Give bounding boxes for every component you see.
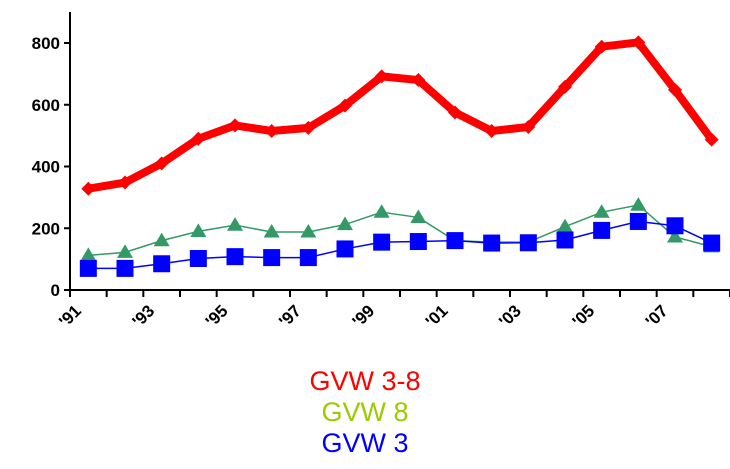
data-point-series-2 xyxy=(373,204,390,218)
data-point-series-1 xyxy=(154,156,169,171)
data-point-series-2 xyxy=(410,209,427,224)
data-point-series-2 xyxy=(80,247,97,262)
data-point-series-1 xyxy=(448,105,462,120)
legend-item-series-3: GVW 3 xyxy=(321,428,409,458)
series-line-3 xyxy=(88,220,712,270)
line-chart: 0 200 400 600 800 '91 '93 '95 '97 '99 '01 '03 '05 '07 xyxy=(32,12,730,331)
x-tick-label: '95 xyxy=(202,301,232,331)
data-point-series-2 xyxy=(337,216,353,231)
data-point-series-1 xyxy=(228,118,242,133)
chart-legend: GVW 3-8 GVW 8 GVW 3 xyxy=(0,366,730,459)
data-point-series-3 xyxy=(519,234,537,252)
data-point-series-1 xyxy=(374,69,389,84)
series-line-2 xyxy=(88,204,712,257)
data-point-series-1 xyxy=(301,120,316,135)
x-tick-label: '05 xyxy=(569,301,599,331)
data-point-series-3 xyxy=(446,232,464,250)
data-point-series-3 xyxy=(79,259,97,277)
data-point-series-3 xyxy=(556,231,574,249)
data-point-series-2 xyxy=(227,217,243,231)
data-point-series-2 xyxy=(667,228,683,243)
legend-item-series-2: GVW 8 xyxy=(321,397,409,427)
x-tick-label: '03 xyxy=(495,301,525,331)
chart-series xyxy=(79,35,721,277)
x-tick-label: '97 xyxy=(275,301,305,331)
data-point-series-3 xyxy=(409,233,427,251)
data-point-series-3 xyxy=(666,217,684,235)
data-point-series-3 xyxy=(483,234,501,252)
data-point-series-3 xyxy=(189,250,207,268)
y-tick-label: 0 xyxy=(51,281,60,300)
data-point-series-2 xyxy=(117,244,133,258)
x-tick-label: '01 xyxy=(422,301,452,331)
data-point-series-2 xyxy=(630,197,647,211)
data-point-series-1 xyxy=(338,98,352,113)
data-point-series-2 xyxy=(557,218,573,233)
data-point-series-3 xyxy=(153,255,171,273)
x-tick-label: '07 xyxy=(642,301,672,331)
data-point-series-1 xyxy=(558,79,572,94)
data-point-series-1 xyxy=(594,39,609,54)
y-tick-label: 200 xyxy=(32,219,60,238)
data-point-series-2 xyxy=(153,232,170,247)
x-tick-label: '93 xyxy=(129,301,159,331)
data-point-series-2 xyxy=(300,223,317,238)
data-point-series-3 xyxy=(593,221,611,239)
chart-axes xyxy=(64,12,730,297)
data-point-series-1 xyxy=(191,131,206,146)
data-point-series-1 xyxy=(668,82,682,97)
data-point-series-2 xyxy=(263,223,280,238)
data-point-series-3 xyxy=(263,249,281,267)
data-point-series-1 xyxy=(484,123,499,138)
data-point-series-1 xyxy=(521,119,536,134)
data-point-series-3 xyxy=(629,212,647,230)
data-point-series-3 xyxy=(116,259,134,277)
data-point-series-3 xyxy=(703,234,721,252)
y-tick-label: 800 xyxy=(32,34,60,53)
data-point-series-2 xyxy=(593,204,610,218)
legend-item-series-1: GVW 3-8 xyxy=(309,366,421,396)
data-point-series-3 xyxy=(299,249,317,267)
data-point-series-1 xyxy=(81,181,96,196)
data-point-series-1 xyxy=(264,123,279,138)
data-point-series-3 xyxy=(373,233,391,251)
data-point-series-1 xyxy=(411,73,426,88)
series-line-1 xyxy=(87,38,715,193)
y-tick-label: 400 xyxy=(32,158,60,177)
data-point-series-3 xyxy=(226,248,244,266)
data-point-series-1 xyxy=(704,132,719,147)
data-point-series-1 xyxy=(631,35,646,50)
data-point-series-3 xyxy=(336,240,354,258)
data-point-series-1 xyxy=(118,175,132,190)
x-tick-label: '91 xyxy=(55,301,85,331)
data-point-series-2 xyxy=(190,223,207,237)
x-tick-label: '99 xyxy=(349,301,379,331)
y-tick-label: 600 xyxy=(32,96,60,115)
